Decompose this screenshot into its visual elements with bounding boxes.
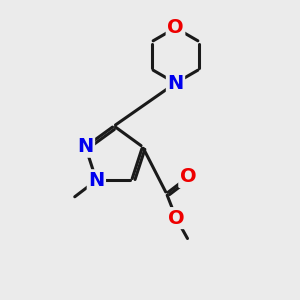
Text: O: O xyxy=(180,167,196,187)
Text: O: O xyxy=(168,208,184,228)
Text: N: N xyxy=(88,171,104,190)
Text: N: N xyxy=(77,137,94,156)
Text: N: N xyxy=(167,74,184,93)
Text: O: O xyxy=(167,18,184,38)
